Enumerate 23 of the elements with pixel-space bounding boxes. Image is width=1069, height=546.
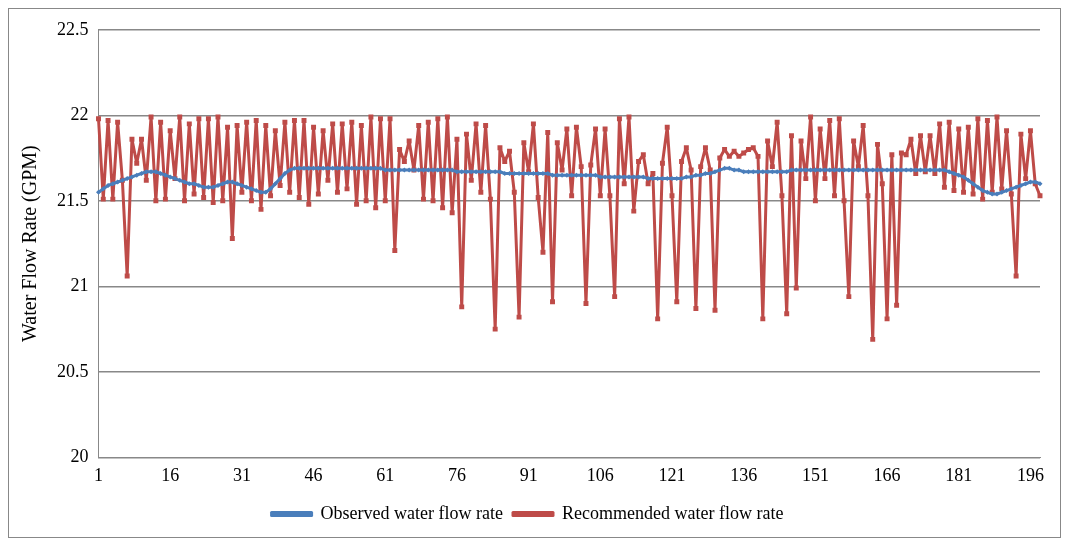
x-tick-label: 61 [376,464,395,485]
y-tick-label: 21.5 [57,189,89,210]
x-tick-label: 121 [658,464,686,485]
x-tick-label: 151 [801,464,829,485]
x-tick-label: 46 [304,464,323,485]
x-tick-label: 76 [447,464,466,485]
x-tick-label: 106 [586,464,614,485]
x-tick-label: 91 [519,464,538,485]
legend-label: Observed water flow rate [320,502,504,523]
x-tick-label: 16 [161,464,180,485]
legend-label: Recommended water flow rate [562,502,784,523]
x-tick-label: 31 [232,464,251,485]
x-tick-label: 196 [1016,464,1044,485]
y-tick-label: 20 [70,446,89,467]
y-tick-label: 20.5 [57,360,89,381]
x-tick-label: 181 [945,464,973,485]
y-tick-label: 22 [70,104,89,125]
x-tick-label: 1 [94,464,103,485]
y-axis-title: Water Flow Rate (GPM) [18,145,42,342]
x-tick-label: 166 [873,464,901,485]
x-tick-label: 136 [730,464,758,485]
y-tick-label: 22.5 [57,18,89,39]
y-tick-label: 21 [70,275,89,296]
